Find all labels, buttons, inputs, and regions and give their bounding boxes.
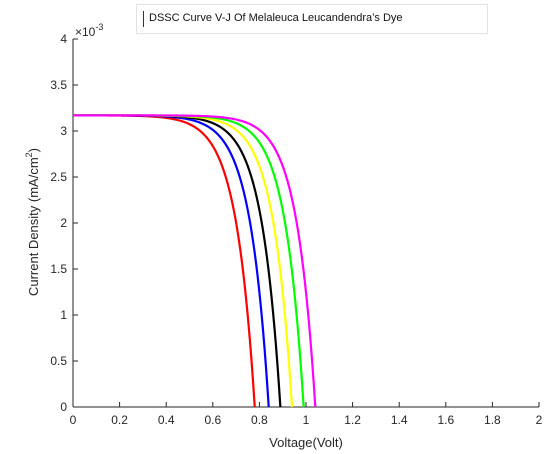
text-cursor bbox=[143, 11, 144, 27]
x-tick-label: 0 bbox=[70, 413, 77, 427]
chart-title: DSSC Curve V-J Of Melaleuca Leucandendra… bbox=[149, 12, 403, 24]
x-tick-label: 1.2 bbox=[344, 413, 361, 427]
x-axis-label: Voltage(Volt) bbox=[269, 435, 343, 450]
y-tick-label: 1 bbox=[60, 308, 67, 322]
series-line bbox=[73, 114, 317, 408]
x-tick-label: 0.4 bbox=[158, 413, 175, 427]
y-tick-label: 2.5 bbox=[50, 170, 67, 184]
y-axis-label-close: ) bbox=[26, 148, 41, 152]
axis-ticks: 0 0.2 0.4 0.6 0.8 1 1.2 1.4 1.6 1.8 2 0 0.5 1 1.5 2 2.5 3… bbox=[50, 32, 542, 427]
x-tick-label: 1.4 bbox=[391, 413, 408, 427]
y-tick-label: 2 bbox=[60, 216, 67, 230]
x-tick-label: 0.6 bbox=[204, 413, 221, 427]
series-lines bbox=[73, 114, 317, 408]
y-tick-label: 0.5 bbox=[50, 354, 67, 368]
y-tick-label: 3.5 bbox=[50, 78, 67, 92]
x-tick-label: 2 bbox=[536, 413, 543, 427]
y-exponent-base: ×10 bbox=[75, 25, 96, 39]
y-axis-label-sup: 2 bbox=[24, 152, 34, 157]
y-tick-label: 1.5 bbox=[50, 262, 67, 276]
plot-background bbox=[73, 39, 539, 407]
y-axis-label-main: Current Density (mA/cm bbox=[26, 157, 41, 296]
y-tick-label: 0 bbox=[60, 400, 67, 414]
plot-area bbox=[72, 39, 539, 408]
chart-title-box: DSSC Curve V-J Of Melaleuca Leucandendra… bbox=[136, 4, 488, 34]
x-tick-label: 0.2 bbox=[111, 413, 128, 427]
x-tick-label: 1 bbox=[303, 413, 310, 427]
x-tick-label: 1.8 bbox=[484, 413, 501, 427]
y-tick-label: 3 bbox=[60, 124, 67, 138]
y-exponent-label: ×10-3 bbox=[75, 22, 103, 39]
y-axis-label: Current Density (mA/cm2) bbox=[24, 148, 41, 296]
x-tick-label: 0.8 bbox=[251, 413, 268, 427]
y-exponent-power: -3 bbox=[95, 22, 103, 32]
x-tick-label: 1.6 bbox=[437, 413, 454, 427]
y-tick-label: 4 bbox=[60, 32, 67, 46]
